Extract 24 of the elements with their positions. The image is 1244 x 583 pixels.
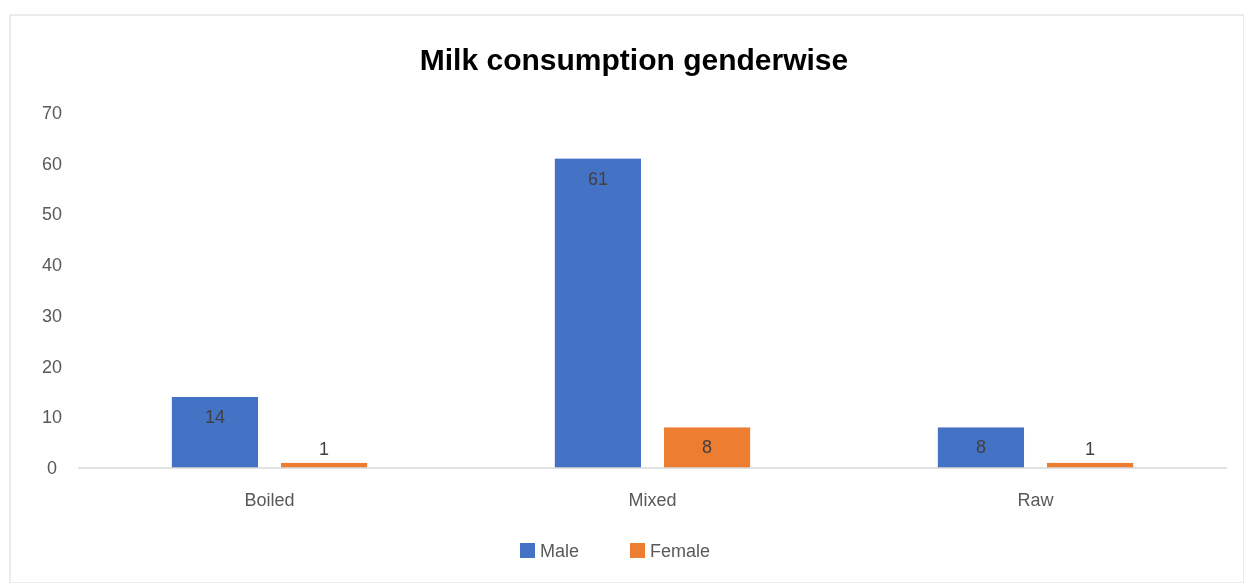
y-tick-label: 0: [46, 458, 58, 478]
y-tick-label: 50: [41, 204, 63, 225]
y-tick-label: 40: [41, 255, 63, 276]
legend-label: Male: [540, 541, 580, 561]
x-tick-label: Mixed: [628, 490, 677, 510]
chart-title: Milk consumption genderwise: [419, 43, 849, 76]
bar: [171, 397, 259, 468]
data-label: 8: [975, 437, 986, 458]
y-tick-label: 20: [41, 356, 63, 377]
data-label: 14: [204, 407, 225, 427]
bar: [937, 427, 1025, 468]
y-tick-label: 60: [41, 153, 63, 174]
legend-label: Female: [650, 541, 711, 561]
data-label: 1: [319, 438, 330, 459]
x-tick-label: Raw: [1017, 490, 1055, 510]
data-label: 61: [587, 168, 608, 189]
y-tick-label: 70: [41, 103, 63, 123]
data-label: 1: [1085, 438, 1096, 459]
x-tick-label: Boiled: [244, 490, 295, 510]
y-tick-label: 10: [41, 407, 63, 428]
bar: [554, 158, 642, 468]
bar: [663, 427, 751, 468]
y-tick-label: 30: [41, 305, 63, 326]
data-label: 8: [702, 437, 713, 458]
